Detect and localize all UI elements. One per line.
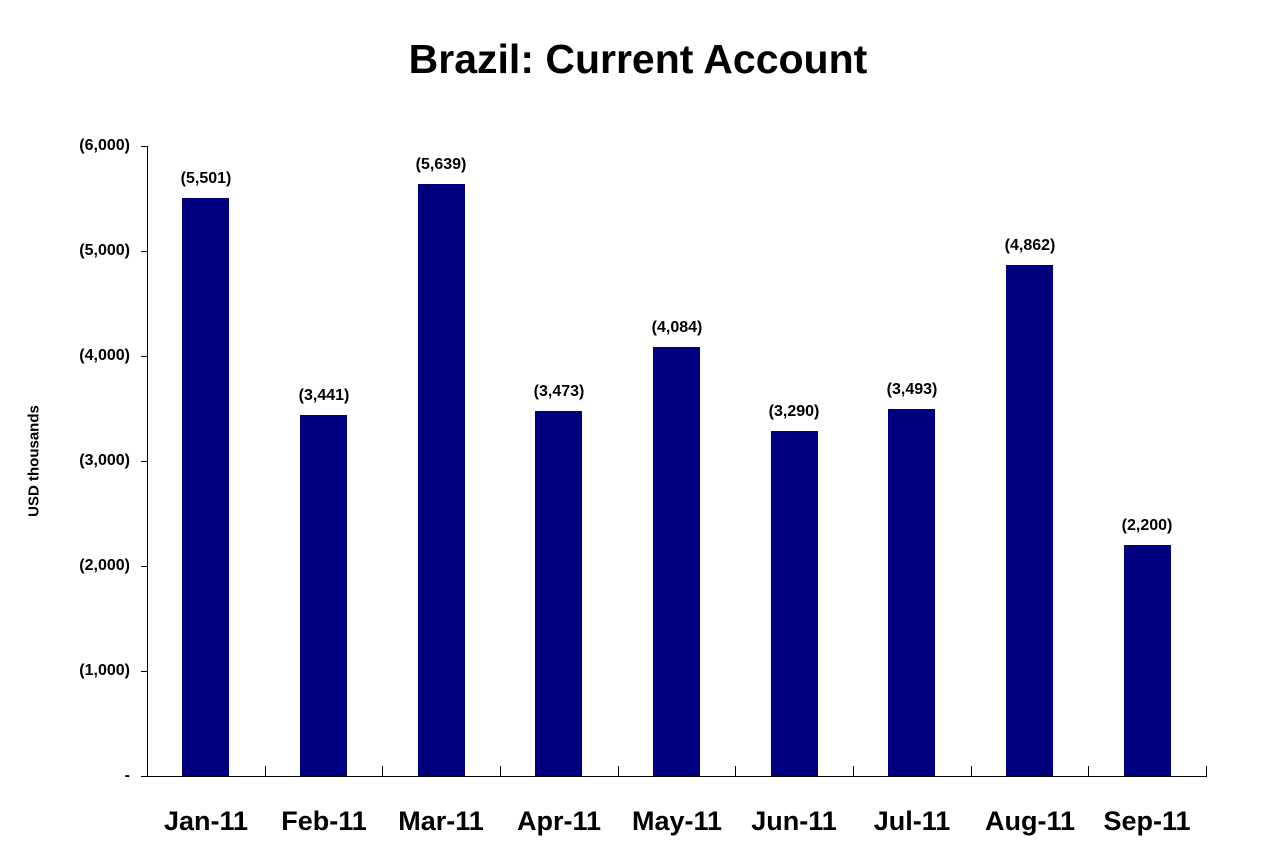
x-axis-line bbox=[141, 776, 1207, 777]
bar-jan-11 bbox=[182, 198, 229, 776]
x-tick-label: Jul-11 bbox=[873, 806, 951, 836]
x-tick-mark bbox=[735, 766, 736, 777]
x-tick-label: Jun-11 bbox=[751, 806, 837, 836]
x-tick-label: Mar-11 bbox=[398, 806, 484, 836]
bar-aug-11 bbox=[1006, 265, 1053, 776]
data-label: (3,290) bbox=[768, 403, 820, 420]
y-tick-mark bbox=[141, 146, 148, 147]
x-tick-label: Sep-11 bbox=[1103, 806, 1191, 836]
data-label: (5,501) bbox=[180, 170, 232, 187]
data-label: (2,200) bbox=[1121, 517, 1173, 534]
x-tick-label: May-11 bbox=[631, 806, 723, 836]
data-label: (3,493) bbox=[886, 381, 938, 398]
x-tick-mark bbox=[265, 766, 266, 777]
bar-mar-11 bbox=[418, 184, 465, 776]
x-tick-mark bbox=[853, 766, 854, 777]
bar-jul-11 bbox=[888, 409, 935, 776]
bar-may-11 bbox=[653, 347, 700, 776]
y-tick-mark bbox=[141, 566, 148, 567]
x-tick-mark bbox=[1206, 766, 1207, 777]
x-tick-label: Apr-11 bbox=[516, 806, 602, 836]
y-tick-mark bbox=[141, 251, 148, 252]
x-tick-label: Aug-11 bbox=[984, 806, 1076, 836]
x-tick-mark bbox=[500, 766, 501, 777]
bar-apr-11 bbox=[535, 411, 582, 776]
y-tick-mark bbox=[141, 671, 148, 672]
x-tick-mark bbox=[382, 766, 383, 777]
data-label: (3,441) bbox=[298, 387, 350, 404]
y-tick-label: (4,000) bbox=[79, 347, 130, 364]
y-tick-label: (1,000) bbox=[79, 662, 130, 679]
x-tick-mark bbox=[618, 766, 619, 777]
x-tick-mark bbox=[971, 766, 972, 777]
data-label: (5,639) bbox=[415, 156, 467, 173]
x-tick-label: Jan-11 bbox=[163, 806, 249, 836]
data-label: (3,473) bbox=[533, 383, 585, 400]
y-tick-label: - bbox=[124, 767, 130, 784]
data-label: (4,084) bbox=[651, 319, 703, 336]
y-tick-mark bbox=[141, 461, 148, 462]
y-tick-label: (3,000) bbox=[79, 452, 130, 469]
x-tick-mark bbox=[1088, 766, 1089, 777]
data-label: (4,862) bbox=[1004, 237, 1056, 254]
y-tick-label: (6,000) bbox=[79, 137, 130, 154]
y-tick-label: (2,000) bbox=[79, 557, 130, 574]
y-tick-mark bbox=[141, 776, 148, 777]
x-tick-label: Feb-11 bbox=[281, 806, 367, 836]
bar-sep-11 bbox=[1124, 545, 1171, 776]
chart-title: Brazil: Current Account bbox=[408, 36, 868, 82]
y-tick-mark bbox=[141, 356, 148, 357]
bar-jun-11 bbox=[771, 431, 818, 776]
bar-feb-11 bbox=[300, 415, 347, 776]
y-tick-label: (5,000) bbox=[79, 242, 130, 259]
